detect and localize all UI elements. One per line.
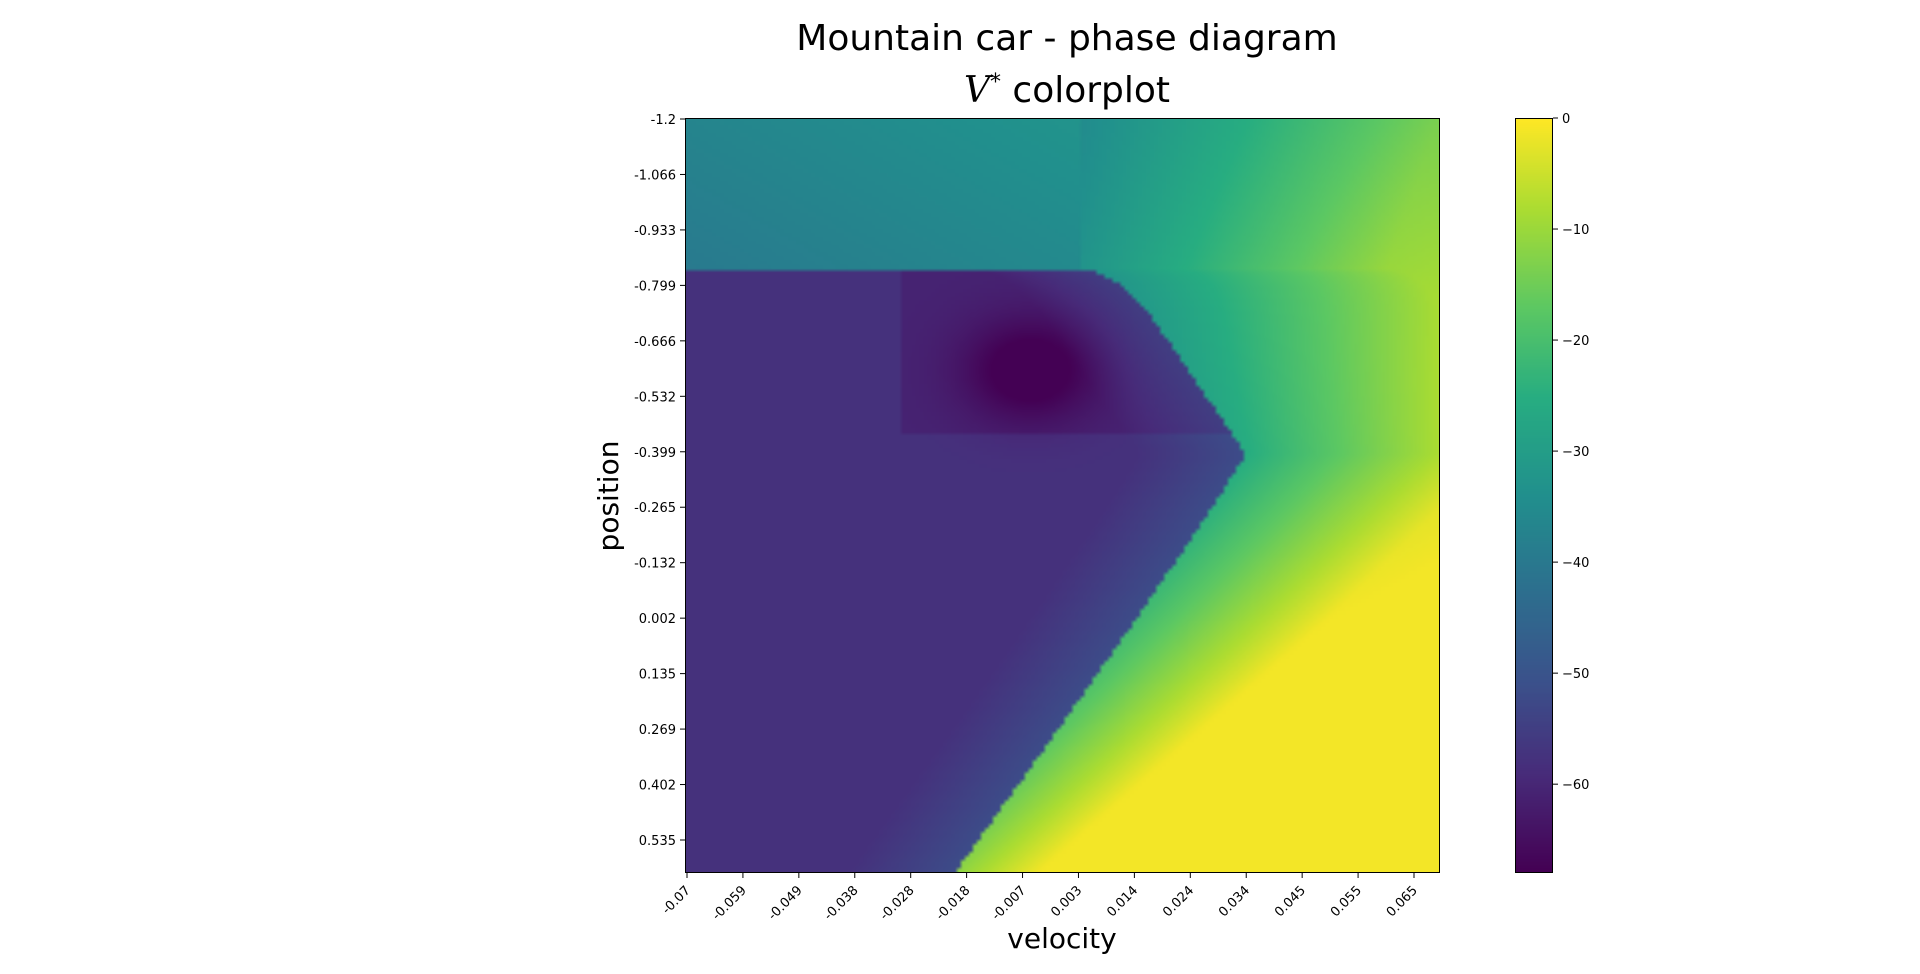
y-tick-label: -0.399 [634, 446, 676, 461]
y-tick-label: 0.402 [639, 779, 676, 794]
colorbar-tick-label: 0 [1562, 112, 1570, 127]
y-tick-label: -1.2 [651, 113, 676, 128]
x-axis-ticks: -0.07 -0.059 -0.049 -0.038 -0.028 -0.018 -0.00… [659, 873, 1421, 923]
x-tick-label: 0.024 [1160, 883, 1197, 920]
colorbar-tick-label: −50 [1562, 667, 1589, 682]
y-tick-label: -0.265 [634, 501, 676, 516]
colorbar-tick-label: −40 [1562, 556, 1589, 571]
x-tick-label: -0.07 [659, 883, 693, 917]
heatmap-image [686, 119, 1439, 872]
y-tick-label: -0.666 [634, 335, 676, 350]
colorbar-ticks: 0 −10 −20 −30 −40 −50 −60 [1553, 112, 1589, 793]
colorbar [1515, 118, 1553, 873]
y-tick-label: 0.135 [639, 668, 676, 683]
x-tick-label: 0.045 [1272, 883, 1309, 920]
x-tick-label: 0.034 [1216, 883, 1253, 920]
colorbar-tick-label: −10 [1562, 223, 1589, 238]
x-tick-label: -0.049 [765, 883, 805, 923]
x-tick-label: -0.038 [821, 883, 861, 923]
subtitle-superscript: * [989, 70, 1001, 95]
colorbar-tick-label: −20 [1562, 334, 1589, 349]
y-tick-label: 0.269 [639, 723, 676, 738]
x-tick-label: 0.003 [1048, 883, 1085, 920]
x-tick-label: 0.014 [1104, 883, 1141, 920]
subtitle-text: colorplot [1012, 70, 1171, 111]
y-axis-label: position [592, 441, 625, 552]
subtitle-symbol: V [963, 70, 990, 111]
y-tick-label: -0.532 [634, 390, 676, 405]
y-tick-label: -0.132 [634, 557, 676, 572]
x-tick-label: -0.059 [710, 883, 750, 923]
plot-area [685, 118, 1440, 873]
y-tick-label: -0.933 [634, 224, 676, 239]
x-tick-label: 0.055 [1328, 883, 1365, 920]
colorbar-tick-label: −60 [1562, 778, 1589, 793]
x-axis-label: velocity [1007, 922, 1116, 955]
chart-subtitle: V* colorplot [685, 70, 1449, 111]
x-tick-label: -0.028 [877, 883, 917, 923]
x-tick-label: -0.007 [989, 883, 1029, 923]
chart-title: Mountain car - phase diagram [796, 18, 1338, 59]
y-tick-label: -0.799 [634, 279, 676, 294]
x-tick-label: 0.065 [1384, 883, 1421, 920]
y-tick-label: -1.066 [634, 168, 676, 183]
x-tick-label: -0.018 [933, 883, 973, 923]
y-tick-label: 0.002 [639, 612, 676, 627]
y-axis-ticks: -1.2 -1.066 -0.933 -0.799 -0.666 -0.532 -0.399… [634, 113, 685, 849]
colorbar-tick-label: −30 [1562, 445, 1589, 460]
y-tick-label: 0.535 [639, 834, 676, 849]
